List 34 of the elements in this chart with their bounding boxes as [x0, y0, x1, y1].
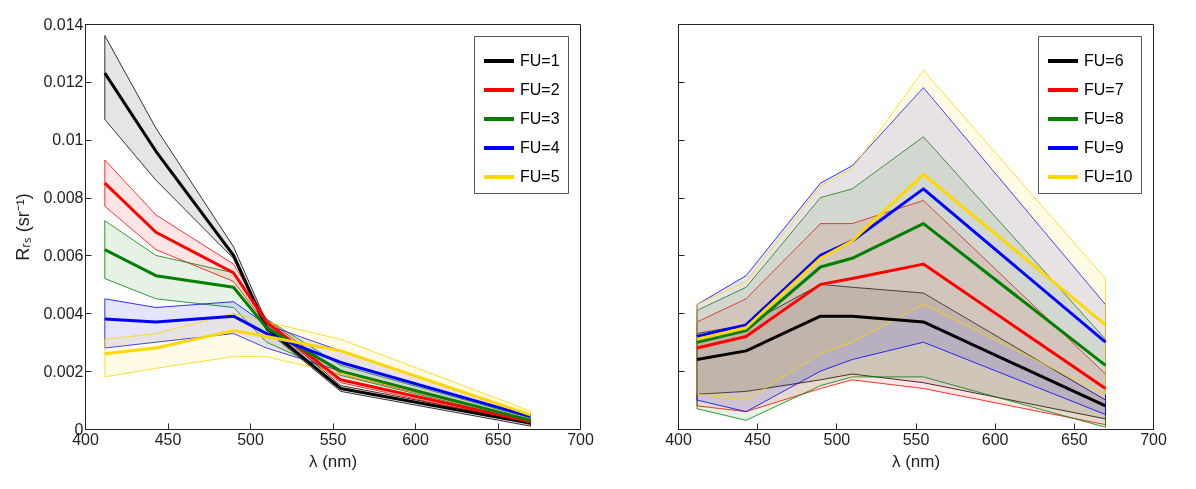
line-series — [103, 329, 532, 417]
legend-label: FU=1 — [520, 52, 560, 69]
x-tick-label: 700 — [567, 430, 594, 448]
legend-label: FU=8 — [1084, 110, 1124, 127]
legend-label: FU=7 — [1084, 81, 1124, 98]
legend-label: FU=4 — [520, 139, 560, 156]
legend-label: FU=10 — [1084, 168, 1133, 185]
x-tick-label: 700 — [1140, 430, 1167, 448]
legend-label: FU=2 — [520, 81, 560, 98]
x-tick-label: 450 — [154, 430, 182, 448]
y-tick-label: 0.008 — [43, 189, 84, 207]
y-tick-label: 0.002 — [43, 362, 84, 380]
x-tick-label: 600 — [402, 430, 429, 448]
y-tick-label: 0.006 — [43, 246, 84, 264]
x-tick-label: 550 — [319, 430, 347, 448]
legend-label: FU=3 — [520, 110, 560, 127]
x-tick-label: 550 — [902, 430, 930, 448]
legend-label: FU=5 — [520, 168, 560, 185]
y-tick-label: 0.004 — [43, 304, 84, 322]
y-tick-label: 0.012 — [43, 73, 84, 91]
y-tick-label: 0.01 — [52, 131, 84, 149]
y-tick-label: 0.014 — [43, 15, 84, 33]
legend-label: FU=6 — [1084, 52, 1124, 69]
x-axis-title: λ (nm) — [308, 451, 358, 471]
x-tick-label: 600 — [981, 430, 1009, 448]
y-axis-title: Rᵣₛ (sr⁻¹) — [13, 193, 34, 261]
x-tick-label: 650 — [1060, 430, 1088, 448]
legend-label: FU=9 — [1084, 139, 1124, 156]
x-tick-label: 500 — [237, 430, 264, 448]
x-tick-label: 400 — [665, 430, 692, 448]
x-tick-label: 500 — [823, 430, 851, 448]
x-tick-label: 650 — [484, 430, 512, 448]
x-axis-title: λ (nm) — [891, 451, 941, 471]
x-tick-label: 450 — [744, 430, 772, 448]
